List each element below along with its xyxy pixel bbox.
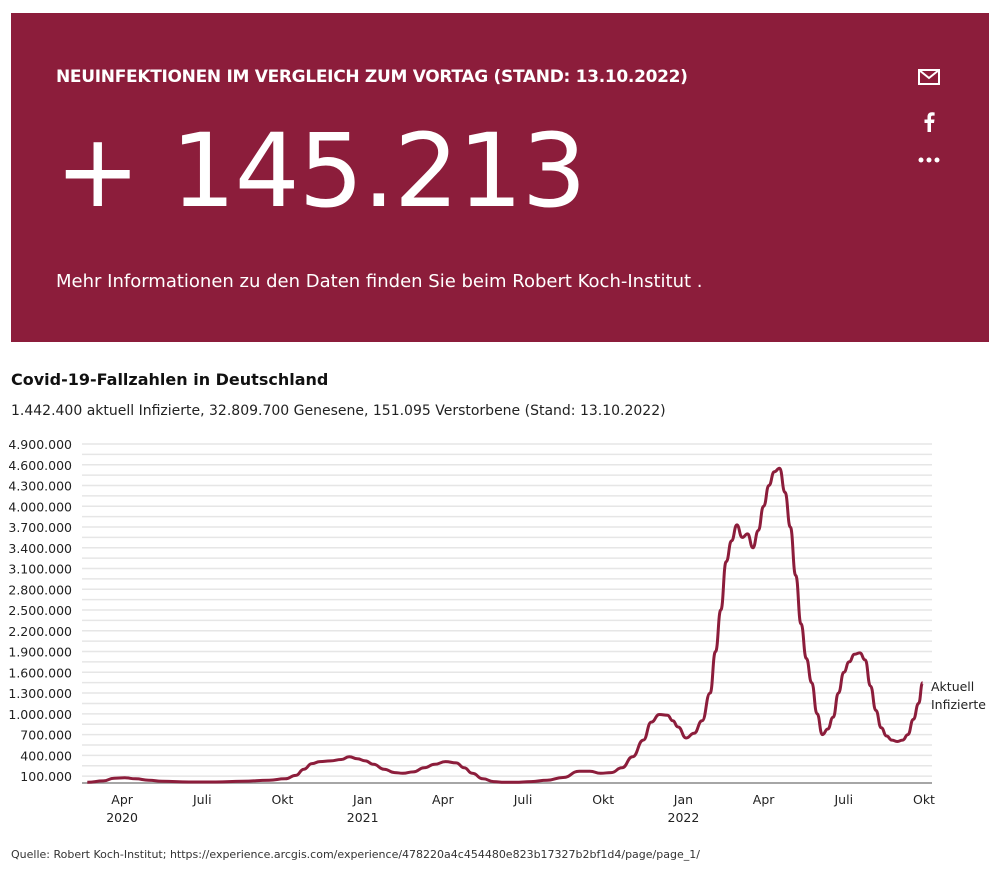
y-tick-label: 2.800.000 [8,582,72,597]
gridlines [82,443,932,777]
chart-title: Covid-19-Fallzahlen in Deutschland [11,370,329,389]
y-tick-label: 4.300.000 [8,479,72,494]
x-tick-year-label: 2022 [668,810,700,825]
x-tick-label: Jan [673,792,693,807]
series-label-line: Aktuell [931,679,974,694]
y-tick-label: 1.000.000 [8,707,72,722]
more-icon[interactable] [917,148,941,172]
y-tick-label: 1.300.000 [8,686,72,701]
y-tick-label: 1.900.000 [8,645,72,660]
x-tick-label: Juli [192,792,212,807]
y-tick-label: 400.000 [20,748,72,763]
y-tick-label: 4.600.000 [8,458,72,473]
x-tick-label: Okt [913,792,935,807]
x-tick-label: Jan [352,792,372,807]
x-tick-label: Juli [513,792,533,807]
chart-subtitle: 1.442.400 aktuell Infizierte, 32.809.700… [11,403,666,419]
y-tick-label: 3.700.000 [8,520,72,535]
info-text[interactable]: Mehr Informationen zu den Daten finden S… [56,271,703,292]
series-label-line: Infizierte [931,697,986,712]
mail-icon[interactable] [917,65,941,89]
y-axis-ticks: 100.000 400.000 700.000 1.000.000 1.300.000 1… [8,437,72,784]
y-tick-label: 4.000.000 [8,499,72,514]
x-tick-label: Okt [271,792,293,807]
source-note: Quelle: Robert Koch-Institut; https://ex… [11,848,700,861]
y-tick-label: 1.600.000 [8,665,72,680]
x-axis-ticks: Apr 2020 Juli Okt Jan 2021 Apr Juli Okt Jan 2022 Ap… [106,792,935,825]
x-tick-label: Apr [111,792,133,807]
y-tick-label: 4.900.000 [8,437,72,452]
line-chart: 100.000 400.000 700.000 1.000.000 1.300.000 1… [8,437,986,825]
x-tick-year-label: 2021 [347,810,379,825]
banner-title: NEUINFEKTIONEN IM VERGLEICH ZUM VORTAG (… [56,67,688,87]
stats-banner: NEUINFEKTIONEN IM VERGLEICH ZUM VORTAG (… [11,13,989,342]
new-infections-value: + 145.213 [55,112,587,231]
y-tick-label: 3.100.000 [8,562,72,577]
y-tick-label: 700.000 [20,728,72,743]
x-tick-label: Okt [592,792,614,807]
facebook-icon[interactable] [917,110,941,134]
y-tick-label: 100.000 [20,769,72,784]
x-tick-label: Juli [834,792,854,807]
series-label: Aktuell Infizierte [931,679,986,712]
y-tick-label: 3.400.000 [8,541,72,556]
x-tick-label: Apr [432,792,454,807]
y-tick-label: 2.200.000 [8,624,72,639]
series-line-aktuell-infizierte [87,466,925,784]
x-tick-label: Apr [753,792,775,807]
y-tick-label: 2.500.000 [8,603,72,618]
x-tick-year-label: 2020 [106,810,138,825]
